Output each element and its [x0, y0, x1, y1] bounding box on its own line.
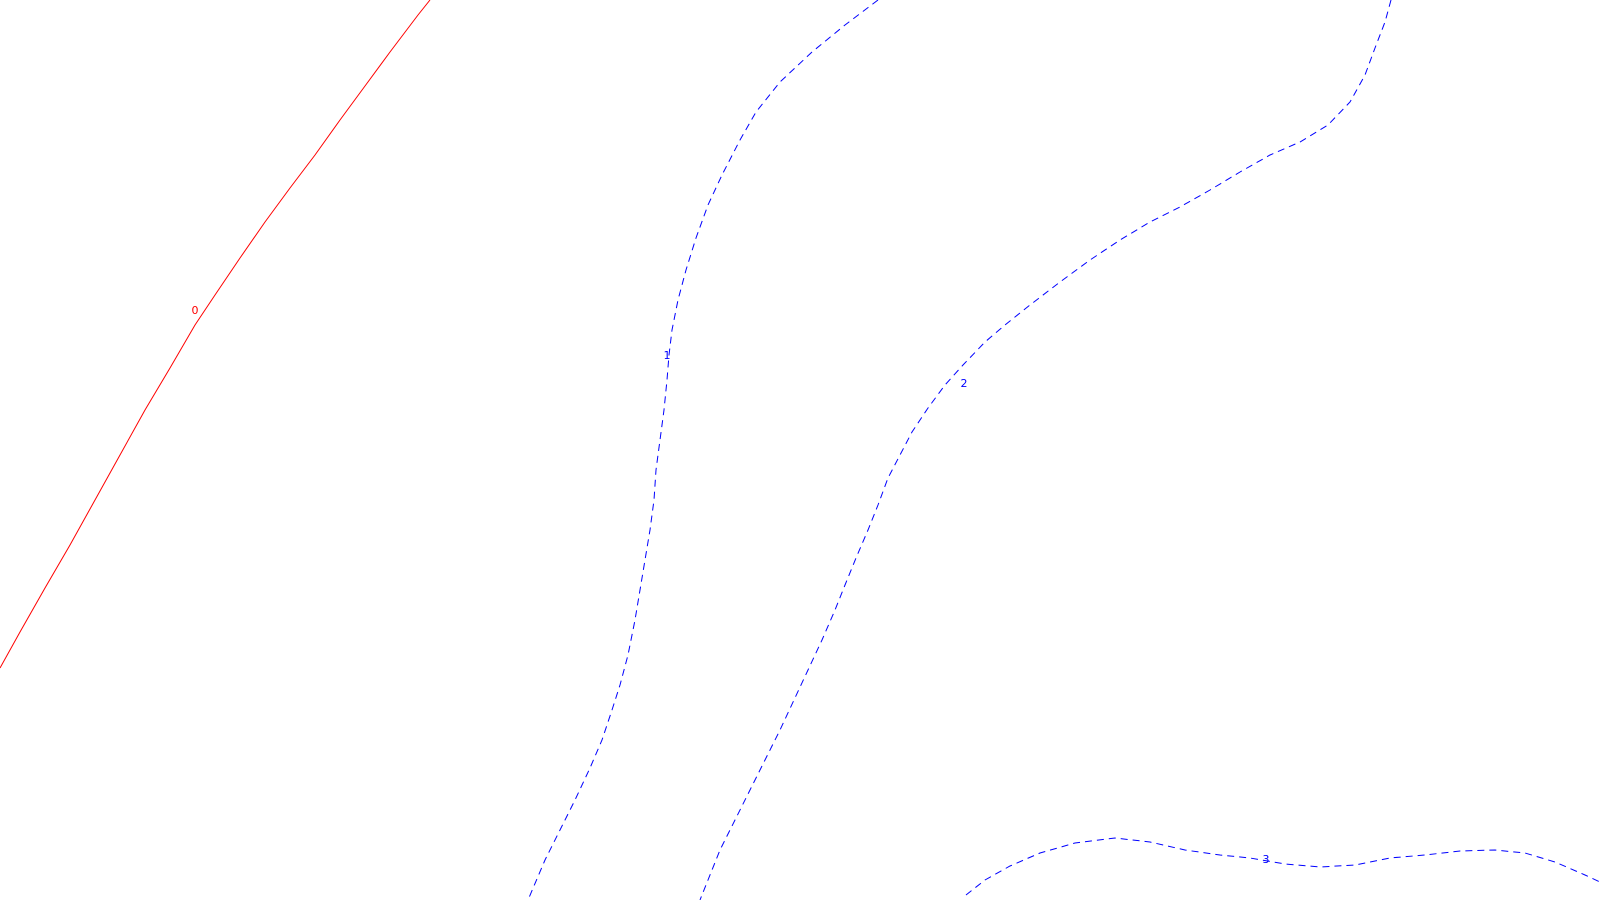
contour-line-2 — [699, 0, 1392, 900]
contour-label-1: 1 — [664, 349, 671, 362]
contour-label-0: 0 — [192, 304, 199, 317]
contour-line-3 — [965, 837, 1600, 896]
contour-line-0 — [0, 0, 431, 669]
contour-line-1 — [527, 0, 879, 900]
contour-label-2: 2 — [961, 377, 968, 390]
contour-label-3: 3 — [1263, 853, 1270, 866]
